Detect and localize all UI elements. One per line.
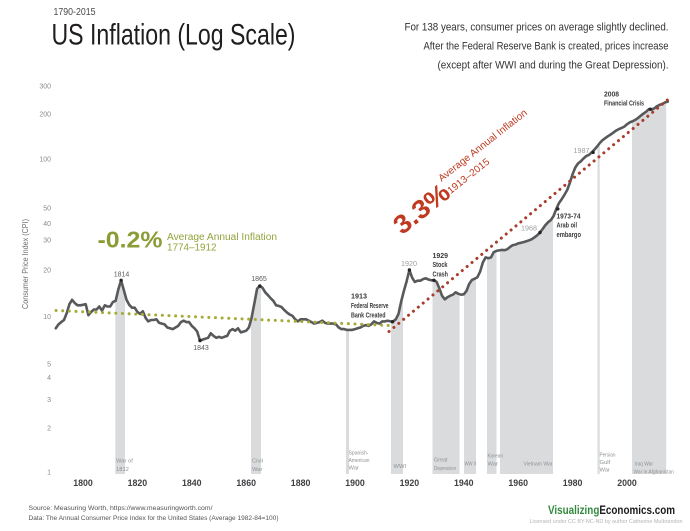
svg-text:1840: 1840 [182, 478, 202, 488]
svg-text:4: 4 [47, 375, 51, 382]
svg-text:US Inflation (Log Scale): US Inflation (Log Scale) [52, 19, 296, 52]
svg-text:1820: 1820 [128, 478, 148, 488]
svg-text:1973-74: 1973-74 [557, 212, 581, 221]
svg-text:1920: 1920 [400, 478, 420, 488]
svg-text:2000: 2000 [617, 478, 637, 488]
svg-text:Bank Created: Bank Created [351, 310, 386, 319]
svg-text:Federal Reserve: Federal Reserve [351, 301, 389, 310]
svg-text:1980: 1980 [563, 478, 583, 488]
svg-text:WW II: WW II [465, 462, 477, 468]
svg-text:2008: 2008 [604, 90, 619, 99]
svg-text:War: War [349, 466, 359, 472]
svg-text:War: War [488, 462, 498, 468]
svg-text:50: 50 [43, 206, 51, 213]
svg-text:3: 3 [47, 397, 51, 404]
svg-text:40: 40 [43, 221, 51, 228]
svg-text:Consumer Price Index (CPI): Consumer Price Index (CPI) [21, 219, 30, 309]
svg-text:Average Annual Inflation: Average Annual Inflation [167, 232, 277, 243]
svg-text:Stock: Stock [433, 260, 448, 269]
svg-text:30: 30 [43, 238, 51, 245]
svg-text:1940: 1940 [454, 478, 474, 488]
svg-text:VisualizingEconomics.com: VisualizingEconomics.com [548, 505, 675, 517]
svg-text:Korean: Korean [488, 454, 504, 460]
svg-text:2: 2 [47, 426, 51, 433]
svg-text:WWI: WWI [394, 464, 407, 470]
svg-text:Source: Measuring Worth, https: Source: Measuring Worth, https://www.mea… [29, 505, 213, 512]
svg-text:1900: 1900 [345, 478, 365, 488]
svg-text:5: 5 [47, 362, 51, 369]
svg-text:1913: 1913 [351, 292, 367, 301]
svg-text:1968: 1968 [521, 224, 537, 233]
svg-text:War: War [252, 467, 262, 473]
svg-text:(except after WWI and during t: (except after WWI and during the Great D… [438, 60, 669, 72]
svg-text:Depression: Depression [434, 466, 456, 472]
svg-text:Great: Great [434, 458, 448, 464]
svg-text:1987: 1987 [574, 146, 590, 155]
svg-text:embargo: embargo [557, 230, 582, 239]
svg-text:1920: 1920 [401, 259, 417, 268]
svg-text:Iraq War: Iraq War [635, 462, 654, 468]
svg-text:Vietnam War: Vietnam War [524, 462, 553, 468]
svg-text:1: 1 [47, 470, 51, 477]
svg-text:American: American [349, 458, 370, 464]
svg-text:Crash: Crash [433, 269, 449, 278]
svg-text:20: 20 [43, 268, 51, 275]
svg-text:-0.2%: -0.2% [98, 227, 163, 253]
svg-text:1790-2015: 1790-2015 [54, 7, 96, 18]
svg-text:Civil: Civil [252, 459, 263, 465]
svg-text:1843: 1843 [193, 345, 209, 352]
svg-text:Gulf: Gulf [600, 460, 611, 466]
svg-text:1860: 1860 [236, 478, 256, 488]
svg-text:Arab oil: Arab oil [557, 221, 578, 230]
svg-text:10: 10 [43, 314, 51, 321]
svg-text:1929: 1929 [433, 251, 449, 260]
svg-text:Licensed under CC BY-NC-ND by: Licensed under CC BY-NC-ND by author Cat… [530, 519, 683, 525]
svg-text:1814: 1814 [114, 272, 130, 279]
svg-text:300: 300 [39, 84, 51, 91]
svg-text:War of: War of [116, 459, 133, 465]
svg-text:1865: 1865 [251, 276, 267, 283]
svg-text:1812: 1812 [116, 467, 129, 473]
svg-text:Spanish-: Spanish- [349, 451, 369, 457]
svg-text:War in Afghanistan: War in Afghanistan [634, 470, 675, 476]
svg-text:1774–1912: 1774–1912 [167, 243, 217, 254]
svg-text:1800: 1800 [73, 478, 93, 488]
svg-text:Persian: Persian [600, 453, 616, 459]
svg-text:For 138 years, consumer prices: For 138 years, consumer prices on averag… [405, 22, 669, 34]
svg-text:1880: 1880 [291, 478, 311, 488]
svg-text:Financial Crisis: Financial Crisis [604, 99, 644, 108]
svg-text:200: 200 [39, 112, 51, 119]
svg-text:After the Federal Reserve Bank: After the Federal Reserve Bank is create… [424, 41, 669, 53]
svg-text:Data: The Annual Consumer Pric: Data: The Annual Consumer Price Index fo… [29, 515, 279, 522]
svg-text:100: 100 [39, 157, 51, 164]
svg-text:War: War [600, 468, 610, 474]
svg-text:1960: 1960 [508, 478, 528, 488]
